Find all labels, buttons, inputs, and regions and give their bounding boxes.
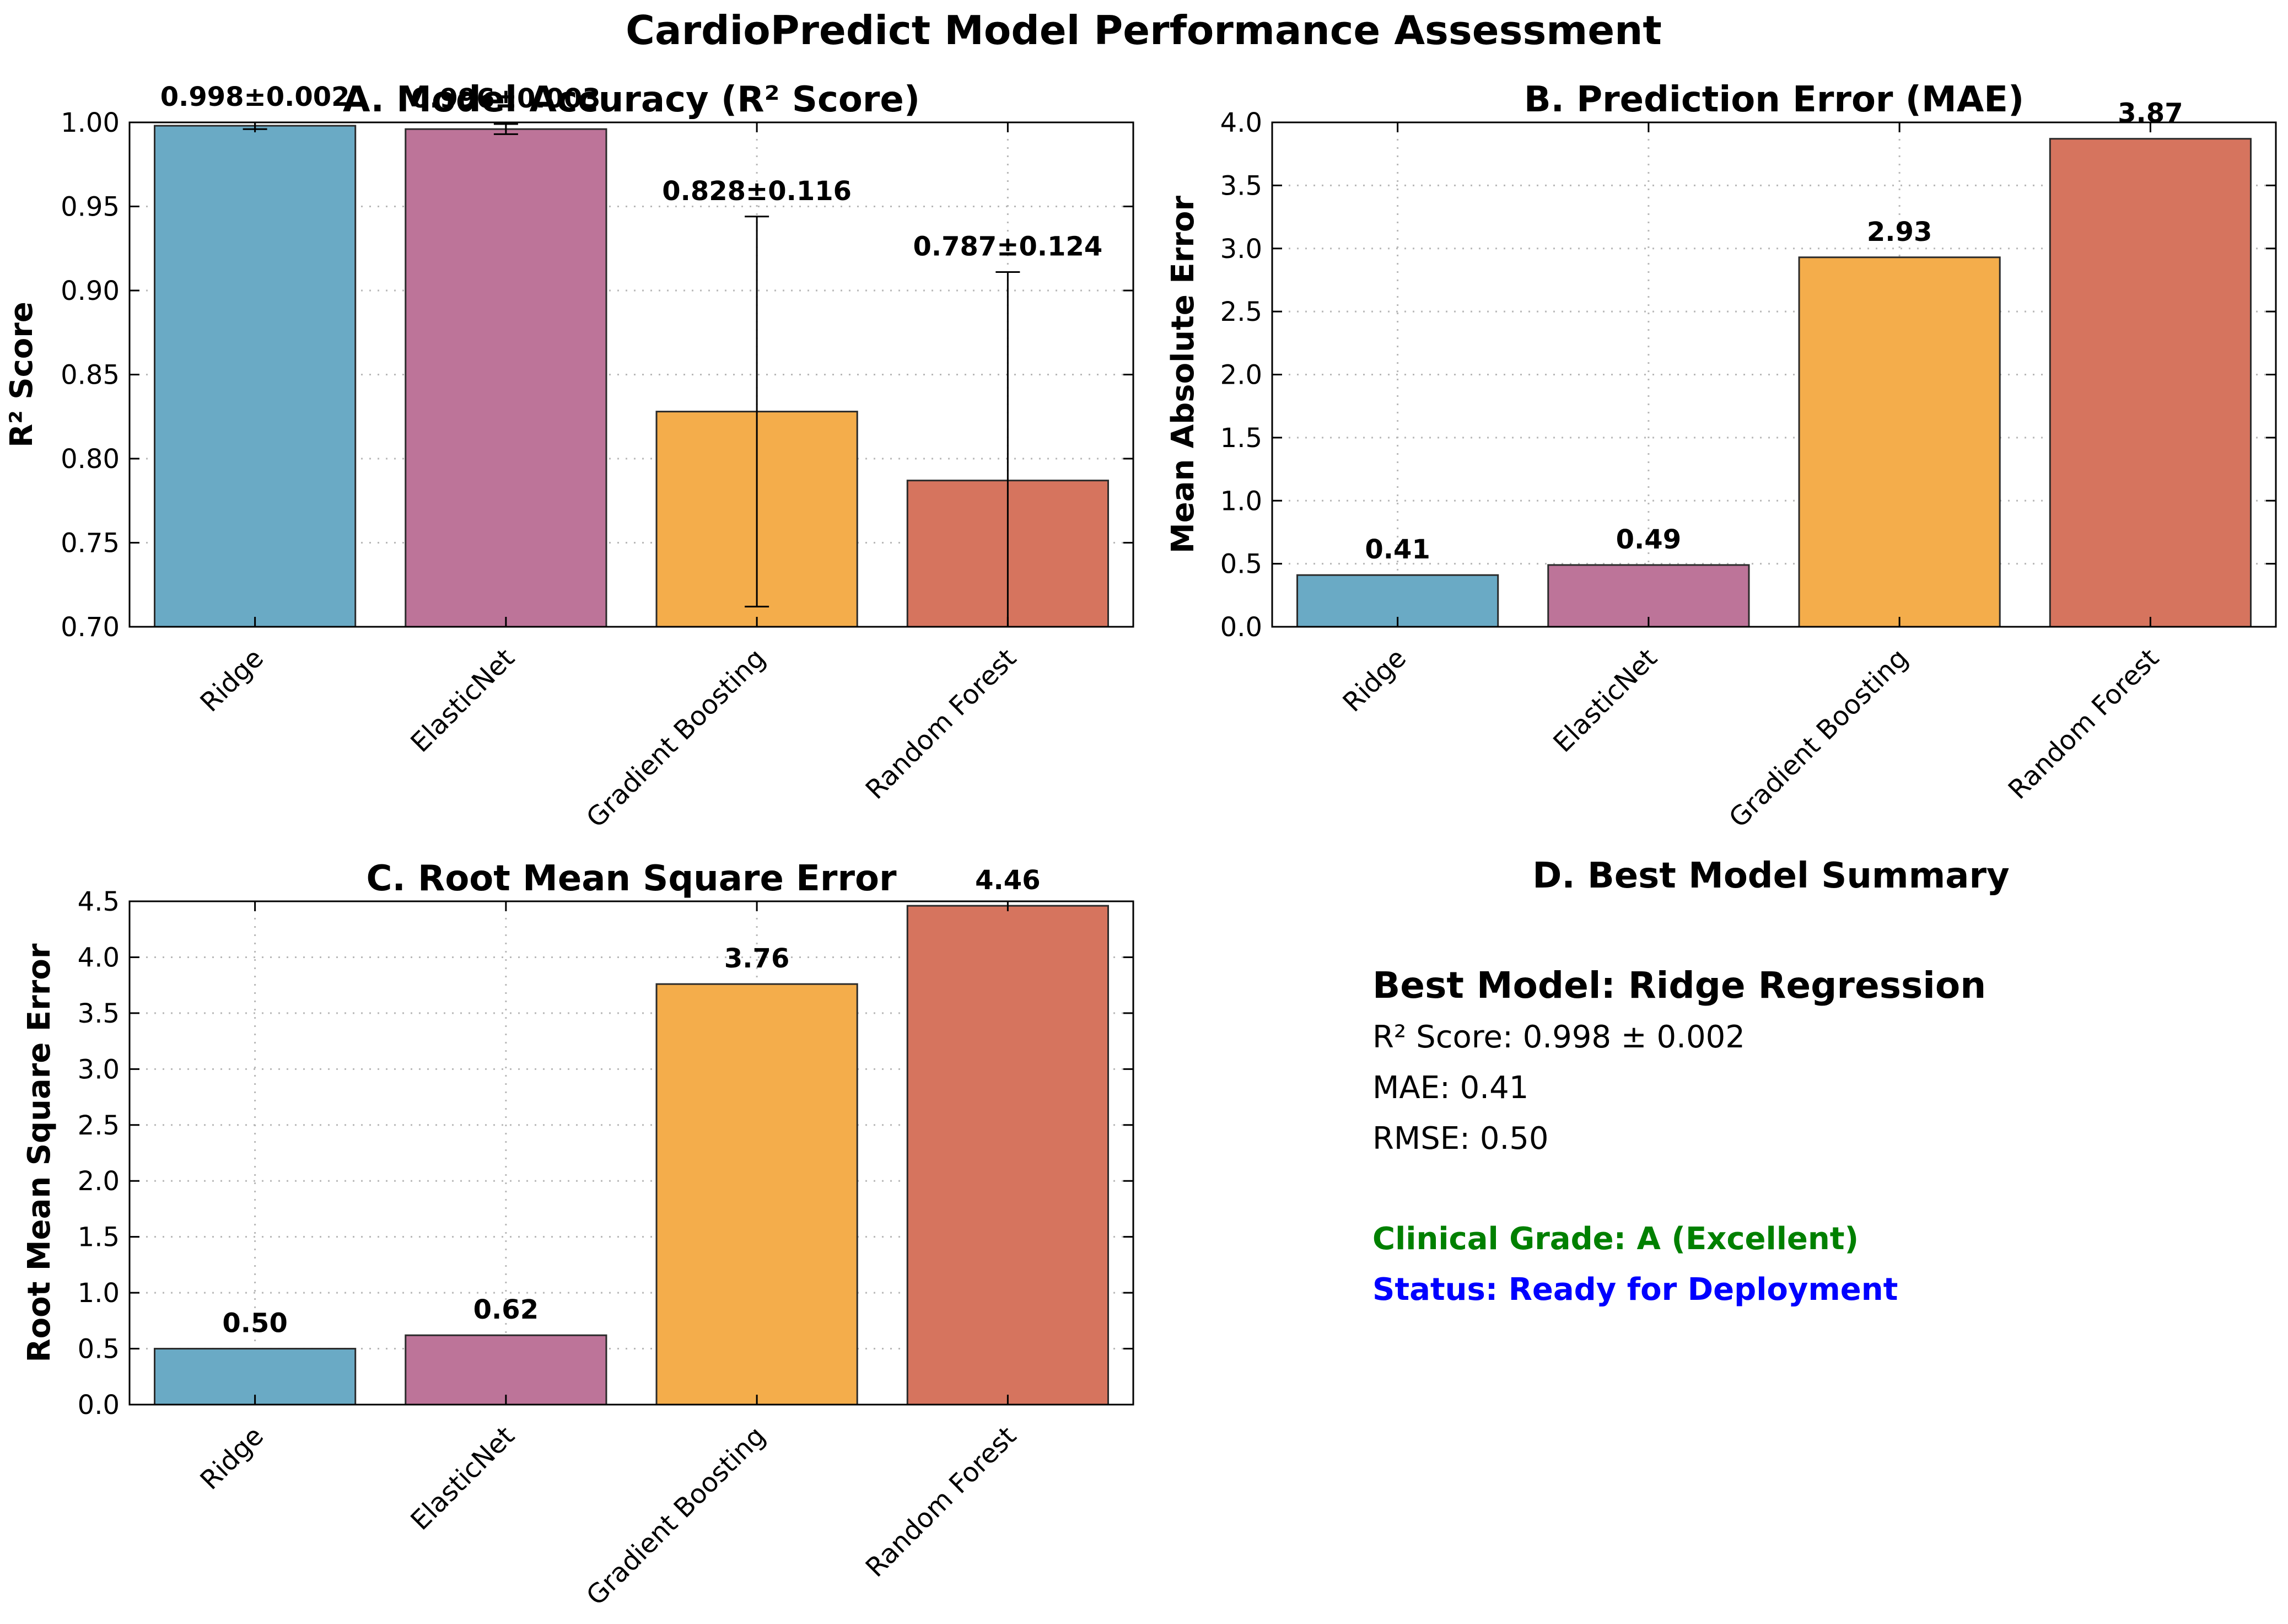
- x-axis: Ridge ElasticNet Gradient Boosting Random F…: [1337, 122, 2165, 833]
- y-tick-label: 3.0: [78, 1054, 120, 1085]
- y-tick-label: 0.0: [1220, 612, 1262, 643]
- bar-mae: [1547, 564, 1750, 628]
- summary-rmse: RMSE: 0.50: [1372, 1121, 1549, 1157]
- summary-r2-score: R² Score: 0.998 ± 0.002: [1372, 1019, 1745, 1055]
- x-tick-label: ElasticNet: [405, 1421, 520, 1536]
- bar-mae: [2049, 138, 2252, 628]
- bar-mae: [1798, 256, 2001, 628]
- x-tick-label: Gradient Boosting: [580, 1421, 771, 1611]
- clinical-grade: Clinical Grade: A (Excellent): [1372, 1221, 1859, 1257]
- bar-rmse: [405, 1334, 607, 1406]
- bar-rmse: [906, 905, 1109, 1406]
- y-axis: 0.0 0.5 1.0 1.5 2.0 2.5 3.0 3.5 4.0: [1220, 107, 2276, 643]
- y-tick-label: 0.90: [61, 276, 120, 306]
- y-axis-label: Mean Absolute Error: [1165, 196, 1201, 553]
- data-label: 2.93: [1867, 217, 1932, 248]
- x-tick-label: ElasticNet: [405, 643, 520, 759]
- data-label: 0.787±0.124: [913, 231, 1102, 262]
- y-tick-label: 0.5: [78, 1334, 120, 1365]
- axes-frame: [128, 900, 1134, 1406]
- y-tick-label: 1.5: [78, 1222, 120, 1253]
- bar-series: [1296, 138, 2252, 628]
- y-tick-label: 2.5: [78, 1110, 120, 1141]
- panel-b-mae-chart: 0.0 0.5 1.0 1.5 2.0 2.5 3.0 3.5 4.0 Ridge ElasticN…: [1165, 79, 2277, 833]
- summary-spacer: [1372, 1164, 2199, 1214]
- panel-d-title: D. Best Model Summary: [1532, 856, 2009, 896]
- best-model-summary: Best Model: Ridge Regression R² Score: 0…: [1372, 959, 2199, 1315]
- y-axis: 0.0 0.5 1.0 1.5 2.0 2.5 3.0 3.5 4.0 4.5: [78, 886, 1133, 1421]
- bar-rmse: [655, 983, 858, 1406]
- y-tick-label: 1.0: [1220, 486, 1262, 517]
- data-label: 4.46: [975, 865, 1040, 896]
- x-tick-label: Ridge: [195, 643, 270, 718]
- y-tick-label: 1.0: [78, 1278, 120, 1309]
- y-tick-label: 1.5: [1220, 423, 1262, 454]
- x-tick-label: Random Forest: [860, 643, 1022, 805]
- y-tick-label: 3.5: [1220, 170, 1262, 201]
- data-label: 3.87: [2118, 98, 2183, 129]
- y-tick-label: 0.95: [61, 192, 120, 223]
- panel-title: C. Root Mean Square Error: [366, 858, 897, 899]
- x-tick-label: Random Forest: [2002, 643, 2165, 805]
- y-tick-label: 1.00: [61, 107, 120, 138]
- y-tick-label: 4.0: [78, 942, 120, 973]
- data-label: 0.998±0.002: [160, 82, 350, 112]
- y-tick-label: 4.5: [78, 886, 120, 917]
- panel-title: A. Model Accuracy (R² Score): [343, 79, 920, 120]
- y-tick-label: 0.0: [78, 1390, 120, 1421]
- x-tick-label: ElasticNet: [1547, 643, 1663, 759]
- data-labels: 0.41 0.49 2.93 3.87: [1365, 98, 2183, 565]
- x-tick-label: Gradient Boosting: [580, 643, 771, 833]
- x-axis: Ridge ElasticNet Gradient Boosting Random F…: [195, 901, 1022, 1611]
- x-tick-label: Gradient Boosting: [1723, 643, 1914, 833]
- y-tick-label: 0.5: [1220, 549, 1262, 580]
- data-label: 3.76: [724, 943, 789, 974]
- x-tick-label: Random Forest: [860, 1421, 1022, 1583]
- figure-title: CardioPredict Model Performance Assessme…: [626, 7, 1662, 53]
- y-tick-label: 0.70: [61, 612, 120, 643]
- panel-title: B. Prediction Error (MAE): [1524, 79, 2024, 120]
- y-axis: 0.70 0.75 0.80 0.85 0.90 0.95 1.00: [61, 107, 1133, 643]
- best-model-name: Best Model: Ridge Regression: [1372, 964, 1986, 1007]
- data-labels: 0.998±0.002 0.996±0.003 0.828±0.116 0.787±0…: [160, 82, 1103, 262]
- panel-c-rmse-chart: 0.0 0.5 1.0 1.5 2.0 2.5 3.0 3.5 4.0 4.5 Ridge Elast…: [21, 858, 1134, 1611]
- summary-mae: MAE: 0.41: [1372, 1070, 1529, 1106]
- y-tick-label: 0.75: [61, 528, 120, 559]
- bar-r2: [154, 125, 357, 628]
- data-label: 0.828±0.116: [662, 176, 852, 207]
- data-label: 0.49: [1616, 524, 1681, 555]
- y-tick-label: 2.0: [1220, 360, 1262, 391]
- data-label: 0.50: [222, 1308, 287, 1339]
- y-tick-label: 2.0: [78, 1166, 120, 1197]
- y-tick-label: 2.5: [1220, 297, 1262, 327]
- data-label: 0.996±0.003: [411, 83, 601, 114]
- data-label: 0.41: [1365, 534, 1430, 565]
- error-bars: [243, 121, 1020, 628]
- panel-a-r2-chart: 0.70 0.75 0.80 0.85 0.90 0.95 1.00 Ridge Elastic…: [4, 79, 1134, 833]
- y-axis-label: Root Mean Square Error: [21, 943, 57, 1362]
- data-labels: 0.50 0.62 3.76 4.46: [222, 865, 1040, 1338]
- y-tick-label: 3.0: [1220, 234, 1262, 265]
- y-tick-label: 0.85: [61, 360, 120, 391]
- x-tick-label: Ridge: [195, 1421, 270, 1496]
- x-tick-label: Ridge: [1337, 643, 1413, 718]
- y-tick-label: 3.5: [78, 998, 120, 1029]
- bar-r2: [405, 128, 607, 628]
- y-tick-label: 0.80: [61, 444, 120, 475]
- bar-series: [154, 905, 1109, 1406]
- data-label: 0.62: [473, 1294, 539, 1325]
- y-axis-label: R² Score: [4, 302, 40, 448]
- deployment-status: Status: Ready for Deployment: [1372, 1272, 1898, 1308]
- y-tick-label: 4.0: [1220, 107, 1262, 138]
- bar-series: [154, 125, 1109, 628]
